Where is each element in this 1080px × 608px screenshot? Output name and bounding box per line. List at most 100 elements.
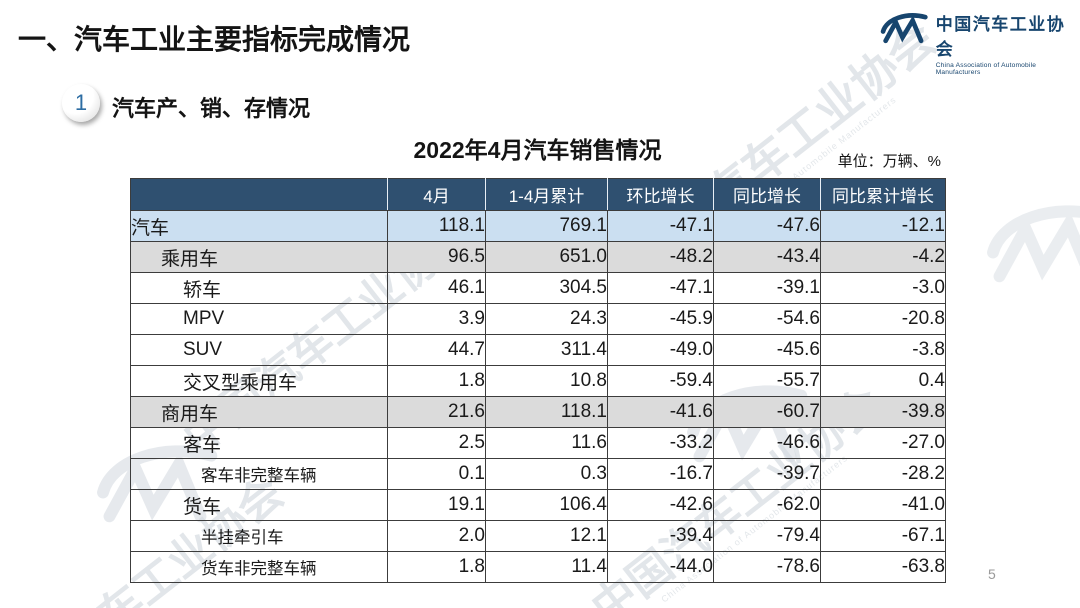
- cell-value: -60.7: [713, 396, 821, 428]
- section-badge: 1: [62, 84, 100, 122]
- row-label: 交叉型乘用车: [130, 365, 388, 397]
- section-label: 汽车产、销、存情况: [112, 96, 311, 121]
- row-label: MPV: [130, 303, 388, 335]
- cell-value: -43.4: [713, 241, 821, 273]
- column-header: 环比增长: [607, 178, 714, 211]
- row-label: 半挂牵引车: [130, 520, 388, 552]
- table-row: 轿车 46.1 304.5 -47.1 -39.1 -3.0: [130, 272, 946, 304]
- cell-value: 0.4: [820, 365, 946, 397]
- row-label: 轿车: [130, 272, 388, 304]
- cell-value: 304.5: [485, 272, 608, 304]
- cell-value: 0.1: [387, 458, 486, 490]
- row-label: 商用车: [130, 396, 388, 428]
- table-row: SUV 44.7 311.4 -49.0 -45.6 -3.8: [130, 334, 946, 366]
- cell-value: 10.8: [485, 365, 608, 397]
- sales-table: 4月 1-4月累计 环比增长 同比增长 同比累计增长 汽车 118.1 769.1 -47.1…: [130, 178, 946, 583]
- cell-value: 1.8: [387, 551, 486, 583]
- caam-logo: 中国汽车工业协会 China Association of Automobile…: [878, 10, 1080, 76]
- cell-value: -28.2: [820, 458, 946, 490]
- column-header: [130, 178, 388, 211]
- row-label: SUV: [130, 334, 388, 366]
- cell-value: 11.6: [485, 427, 608, 459]
- cell-value: 46.1: [387, 272, 486, 304]
- cell-value: 651.0: [485, 241, 608, 273]
- cell-value: -20.8: [820, 303, 946, 335]
- table-row: 货车 19.1 106.4 -42.6 -62.0 -41.0: [130, 489, 946, 521]
- table-row: 半挂牵引车 2.0 12.1 -39.4 -79.4 -67.1: [130, 520, 946, 552]
- table-header-row: 4月 1-4月累计 环比增长 同比增长 同比累计增长: [130, 178, 946, 211]
- cell-value: -41.6: [607, 396, 714, 428]
- cell-value: -46.6: [713, 427, 821, 459]
- cell-value: -54.6: [713, 303, 821, 335]
- cell-value: -63.8: [820, 551, 946, 583]
- cell-value: -12.1: [820, 210, 946, 242]
- cell-value: 2.0: [387, 520, 486, 552]
- cell-value: 118.1: [387, 210, 486, 242]
- cell-value: -47.1: [607, 272, 714, 304]
- row-label: 货车非完整车辆: [130, 551, 388, 583]
- cell-value: 21.6: [387, 396, 486, 428]
- cell-value: -44.0: [607, 551, 714, 583]
- cell-value: -33.2: [607, 427, 714, 459]
- table-title: 2022年4月汽车销售情况: [413, 137, 662, 163]
- cell-value: 118.1: [485, 396, 608, 428]
- cell-value: -42.6: [607, 489, 714, 521]
- cell-value: -39.7: [713, 458, 821, 490]
- cell-value: -47.6: [713, 210, 821, 242]
- column-header: 1-4月累计: [485, 178, 608, 211]
- cell-value: 44.7: [387, 334, 486, 366]
- table-row: MPV 3.9 24.3 -45.9 -54.6 -20.8: [130, 303, 946, 335]
- page-number: 5: [988, 566, 996, 582]
- column-header: 4月: [387, 178, 486, 211]
- cell-value: 1.8: [387, 365, 486, 397]
- row-label: 汽车: [130, 210, 388, 242]
- cell-value: 2.5: [387, 427, 486, 459]
- cell-value: -55.7: [713, 365, 821, 397]
- caam-logo-icon: [880, 13, 928, 44]
- cell-value: -45.9: [607, 303, 714, 335]
- table-row: 商用车 21.6 118.1 -41.6 -60.7 -39.8: [130, 396, 946, 428]
- cell-value: 106.4: [485, 489, 608, 521]
- cell-value: 24.3: [485, 303, 608, 335]
- cell-value: -39.4: [607, 520, 714, 552]
- cell-value: -62.0: [713, 489, 821, 521]
- row-label: 客车非完整车辆: [130, 458, 388, 490]
- row-label: 货车: [130, 489, 388, 521]
- cell-value: -27.0: [820, 427, 946, 459]
- cell-value: 0.3: [485, 458, 608, 490]
- cell-value: -41.0: [820, 489, 946, 521]
- cell-value: -59.4: [607, 365, 714, 397]
- watermark-logo-icon: [987, 205, 1080, 283]
- cell-value: 12.1: [485, 520, 608, 552]
- cell-value: -67.1: [820, 520, 946, 552]
- cell-value: -4.2: [820, 241, 946, 273]
- column-header: 同比增长: [713, 178, 821, 211]
- cell-value: -39.1: [713, 272, 821, 304]
- row-label: 乘用车: [130, 241, 388, 273]
- cell-value: -47.1: [607, 210, 714, 242]
- cell-value: 3.9: [387, 303, 486, 335]
- column-header: 同比累计增长: [820, 178, 946, 211]
- cell-value: -79.4: [713, 520, 821, 552]
- table-row: 客车非完整车辆 0.1 0.3 -16.7 -39.7 -28.2: [130, 458, 946, 490]
- cell-value: -48.2: [607, 241, 714, 273]
- table-row: 乘用车 96.5 651.0 -48.2 -43.4 -4.2: [130, 241, 946, 273]
- cell-value: 769.1: [485, 210, 608, 242]
- table-row: 货车非完整车辆 1.8 11.4 -44.0 -78.6 -63.8: [130, 551, 946, 583]
- cell-value: -39.8: [820, 396, 946, 428]
- cell-value: -78.6: [713, 551, 821, 583]
- table-row: 客车 2.5 11.6 -33.2 -46.6 -27.0: [130, 427, 946, 459]
- logo-subtitle: China Association of Automobile Manufact…: [935, 62, 1037, 76]
- logo-name: 中国汽车工业协会: [935, 15, 1066, 59]
- cell-value: -3.8: [820, 334, 946, 366]
- cell-value: -45.6: [713, 334, 821, 366]
- row-label: 客车: [130, 427, 388, 459]
- unit-label: 单位：万辆、%: [837, 153, 941, 170]
- cell-value: -3.0: [820, 272, 946, 304]
- table-row: 汽车 118.1 769.1 -47.1 -47.6 -12.1: [130, 210, 946, 242]
- cell-value: 19.1: [387, 489, 486, 521]
- cell-value: -49.0: [607, 334, 714, 366]
- cell-value: -16.7: [607, 458, 714, 490]
- table-row: 交叉型乘用车 1.8 10.8 -59.4 -55.7 0.4: [130, 365, 946, 397]
